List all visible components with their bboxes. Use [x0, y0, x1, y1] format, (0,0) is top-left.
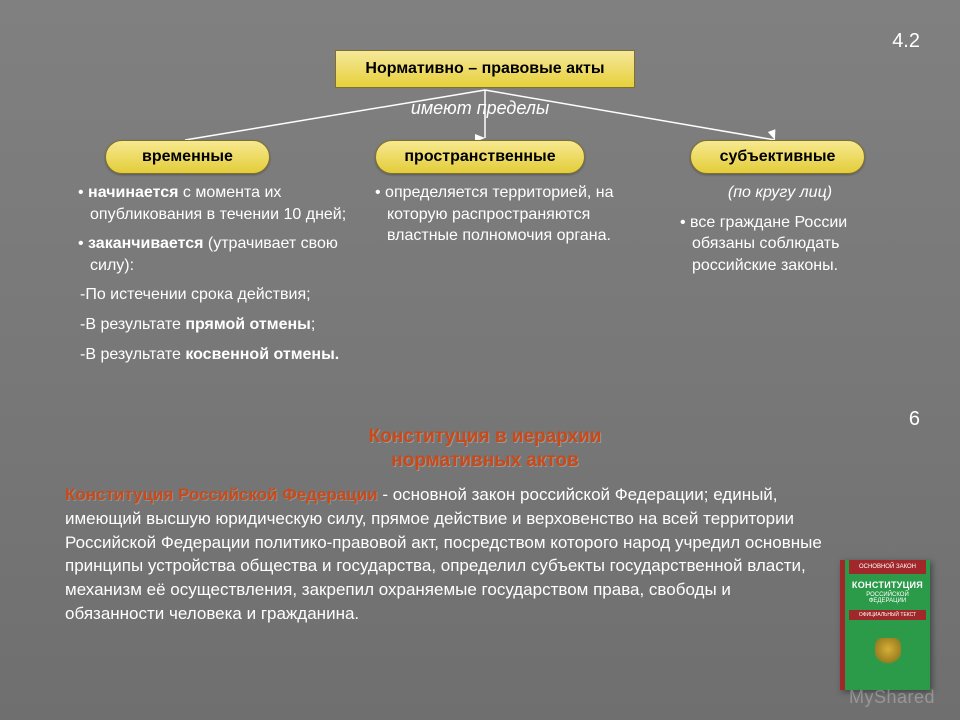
category-pill-spatial: пространственные — [375, 140, 585, 174]
category-pill-subjective: субъективные — [690, 140, 865, 174]
slide-number-mid: 6 — [909, 408, 920, 431]
main-title-box: Нормативно – правовые акты — [335, 50, 635, 88]
constitution-book-image: ОСНОВНОЙ ЗАКОН КОНСТИТУЦИЯ РОССИЙСКОЙ ФЕ… — [840, 560, 930, 690]
slide-number-top: 4.2 — [892, 30, 920, 53]
definition-term: Конституция Российской Федерации — [65, 485, 378, 504]
section-heading: Конституция в иерархии нормативных актов — [330, 425, 640, 473]
watermark-text: MyShared — [849, 687, 935, 708]
column-subjective: (по кругу лиц) • все граждане России обя… — [680, 182, 880, 284]
subtitle-text: имеют пределы — [0, 98, 960, 119]
constitution-definition: Конституция Российской Федерации - основ… — [65, 483, 825, 626]
column-temporal: • начинается с момента их опубликования … — [78, 182, 348, 373]
coat-of-arms-icon — [875, 638, 901, 666]
category-pill-temporal: временные — [105, 140, 270, 174]
column-spatial: • определяется территорией, на которую р… — [375, 182, 630, 255]
